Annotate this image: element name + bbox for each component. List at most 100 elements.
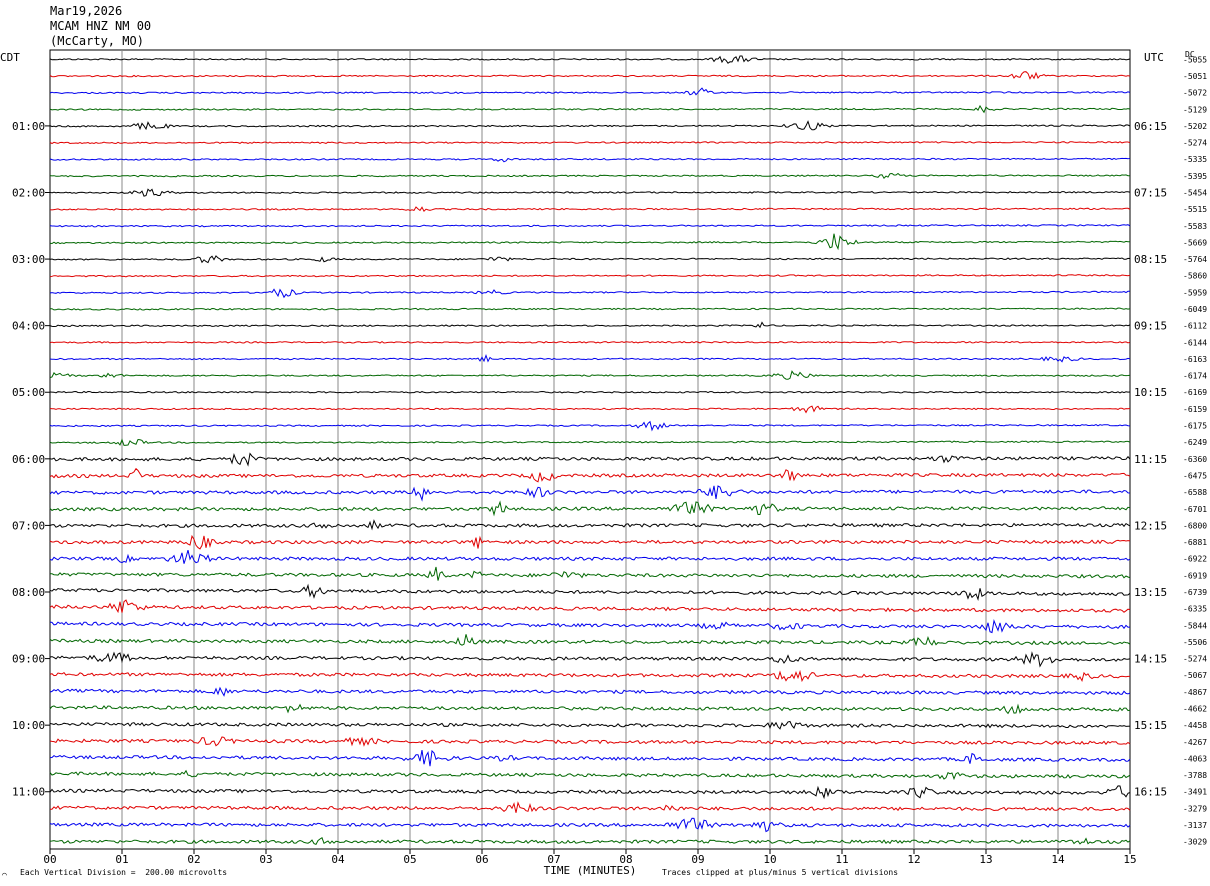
right-hour-label: 14:15 [1134, 653, 1167, 666]
trace-1-black [49, 55, 1131, 64]
trace-4-green [49, 104, 1131, 114]
x-axis-title: TIME (MINUTES) [544, 864, 637, 877]
dc-offset-label: -5395 [1183, 172, 1207, 181]
dc-offset-label: -5515 [1183, 205, 1207, 214]
left-hour-label: 03:00 [12, 253, 45, 266]
dc-offset-label: -3279 [1183, 804, 1207, 813]
dc-offset-label: -5072 [1183, 89, 1207, 98]
dc-offset-label: -3788 [1183, 771, 1207, 780]
dc-offset-label: -3137 [1183, 821, 1207, 830]
header-location: (McCarty, MO) [50, 34, 144, 48]
scale-note: Each Vertical Division = 200.00 microvol… [20, 868, 228, 877]
dc-offset-label: -6144 [1183, 338, 1207, 347]
left-hour-label: 09:00 [12, 653, 45, 666]
trace-22-red [49, 405, 1131, 414]
x-tick-label-12: 12 [907, 853, 920, 866]
trace-20-green [49, 370, 1131, 380]
left-hour-label: 08:00 [12, 586, 45, 599]
trace-27-blue [49, 485, 1131, 502]
clip-note: Traces clipped at plus/minus 5 vertical … [662, 868, 899, 877]
x-tick-label-02: 02 [187, 853, 200, 866]
trace-8-green [49, 172, 1131, 180]
trace-43-blue [49, 749, 1131, 767]
trace-38-red [49, 669, 1130, 683]
trace-14-red [49, 274, 1131, 278]
x-tick-label-04: 04 [331, 853, 345, 866]
trace-30-red [49, 534, 1131, 550]
trace-33-black [49, 583, 1131, 602]
left-hour-label: 04:00 [12, 320, 45, 333]
left-timezone-label: CDT [0, 51, 20, 64]
trace-6-red [49, 141, 1131, 145]
dc-offset-label: -5051 [1183, 72, 1207, 81]
dc-offset-label: -6588 [1183, 488, 1207, 497]
trace-25-black [49, 452, 1131, 467]
dc-offset-label: -4267 [1183, 738, 1207, 747]
right-timezone-label: UTC [1144, 51, 1164, 64]
right-hour-label: 09:15 [1134, 320, 1167, 333]
trace-15-blue [49, 288, 1131, 299]
x-tick-label-06: 06 [475, 853, 488, 866]
left-hour-label: 06:00 [12, 453, 45, 466]
dc-offset-label: -5202 [1183, 122, 1207, 131]
left-hour-label: 05:00 [12, 386, 45, 399]
left-hour-label: 10:00 [12, 719, 45, 732]
right-hour-label: 12:15 [1134, 519, 1167, 532]
trace-36-green [49, 634, 1131, 647]
left-hour-label: 01:00 [12, 120, 45, 133]
right-hour-label: 15:15 [1134, 719, 1167, 732]
dc-offset-label: -5274 [1183, 655, 1207, 664]
right-hour-label: 08:15 [1134, 253, 1167, 266]
dc-offset-label: -6360 [1183, 455, 1207, 464]
dc-offset-label: -6919 [1183, 571, 1207, 580]
plot-frame [49, 49, 1131, 850]
trace-7-blue [49, 157, 1131, 163]
trace-28-green [49, 500, 1131, 517]
trace-41-black [49, 720, 1131, 730]
dc-offset-label: -5860 [1183, 272, 1207, 281]
dc-offset-label: -6881 [1183, 538, 1207, 547]
left-hour-label: 11:00 [12, 786, 45, 799]
x-tick-label-07: 07 [547, 853, 560, 866]
trace-46-red [50, 801, 1131, 813]
x-tick-label-09: 09 [691, 853, 704, 866]
trace-11-blue [49, 224, 1131, 228]
dc-offset-label: -6112 [1183, 322, 1207, 331]
dc-offset-label: -6701 [1183, 505, 1207, 514]
x-tick-label-05: 05 [403, 853, 416, 866]
trace-45-black [49, 785, 1131, 800]
dc-offset-label: -6169 [1183, 388, 1207, 397]
trace-31-blue [49, 549, 1131, 564]
corner-mark-icon: ⌒ [2, 870, 7, 879]
trace-39-blue [49, 686, 1131, 697]
x-tick-label-01: 01 [115, 853, 128, 866]
right-hour-label: 16:15 [1134, 786, 1167, 799]
trace-47-blue [49, 817, 1131, 833]
dc-offset-label: -5844 [1183, 621, 1207, 630]
dc-offset-label: -6739 [1183, 588, 1207, 597]
header-date: Mar19,2026 [50, 4, 123, 18]
trace-29-black [49, 519, 1131, 531]
dc-offset-label: -3029 [1183, 838, 1207, 847]
trace-42-red [49, 736, 1131, 747]
x-tick-label-11: 11 [835, 853, 848, 866]
x-tick-label-03: 03 [259, 853, 272, 866]
trace-44-green [49, 769, 1131, 781]
trace-3-blue [49, 87, 1131, 96]
trace-26-red [49, 467, 1131, 483]
dc-offset-label: -4063 [1183, 754, 1207, 763]
right-hour-label: 10:15 [1134, 386, 1167, 399]
left-hour-label: 02:00 [12, 186, 45, 199]
dc-offset-label: -5274 [1183, 139, 1207, 148]
dc-offset-label: -5454 [1183, 188, 1207, 197]
trace-17-black [49, 321, 1131, 329]
x-tick-label-15: 15 [1123, 853, 1136, 866]
dc-offset-label: -6163 [1183, 355, 1207, 364]
dc-offset-label: -6335 [1183, 605, 1207, 614]
trace-13-black [49, 255, 1131, 264]
trace-32-green [50, 566, 1131, 581]
trace-48-green [49, 837, 1131, 846]
dc-offset-label: -5959 [1183, 288, 1207, 297]
trace-10-red [49, 206, 1131, 213]
